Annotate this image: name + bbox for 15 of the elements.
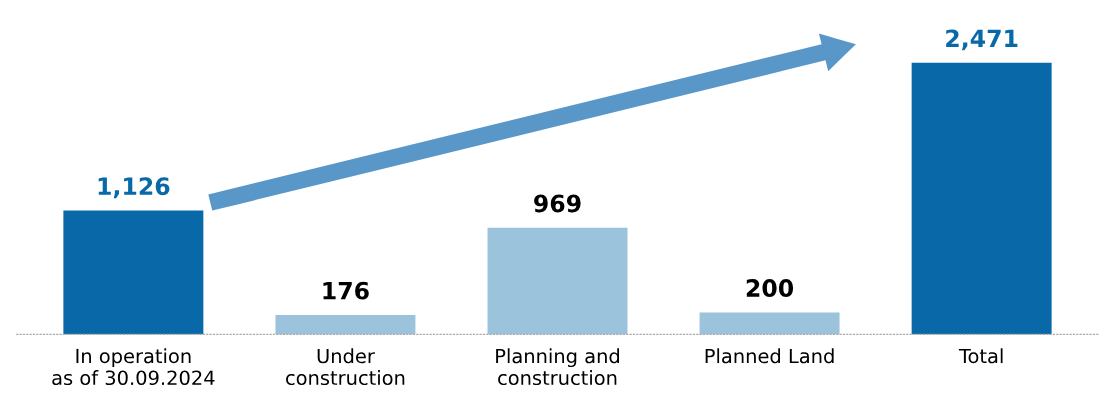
- data-label: 1,126: [98, 177, 170, 199]
- x-tick-label: Planned Land: [705, 348, 834, 364]
- x-tick-label: Total: [958, 348, 1003, 364]
- data-label: 969: [534, 194, 581, 213]
- bar: [911, 62, 1052, 335]
- bar: [699, 312, 840, 335]
- bar: [487, 227, 628, 335]
- bar: [275, 315, 416, 335]
- x-tick-label: In operation as of 30.09.2024: [52, 348, 215, 386]
- data-label: 176: [323, 281, 369, 300]
- data-label: 200: [746, 279, 794, 297]
- data-label: 2,471: [946, 29, 1018, 51]
- x-tick-label: Under construction: [286, 348, 405, 386]
- bar: [63, 210, 204, 335]
- x-tick-label: Planning and construction: [496, 348, 619, 386]
